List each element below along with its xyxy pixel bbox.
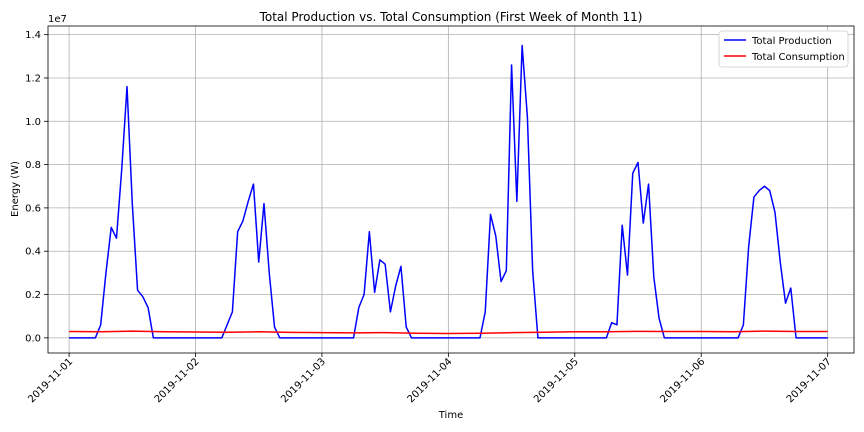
y-axis: 0.0 0.2 0.4 0.6 0.8 1.0 1.2 1.4: [25, 30, 48, 344]
y-tick-label: 1.4: [25, 30, 41, 41]
chart-title: Total Production vs. Total Consumption (…: [259, 10, 643, 24]
series-layer: [69, 44, 828, 339]
y-tick-label: 0.6: [25, 203, 41, 214]
y-axis-label: Energy (W): [10, 161, 21, 217]
legend-box: [718, 30, 849, 68]
legend-label-production: Total Production: [751, 36, 832, 47]
y-tick-label: 1.2: [25, 73, 41, 84]
y-tick-label: 1.0: [25, 117, 41, 128]
legend: Total Production Total Consumption: [718, 30, 849, 68]
y-scale-label: 1e7: [48, 14, 67, 25]
series-line-total-production: [69, 44, 828, 339]
y-tick-label: 0.0: [25, 333, 41, 344]
legend-label-consumption: Total Consumption: [751, 52, 845, 63]
plot-frame: [47, 25, 855, 354]
y-tick-label: 0.4: [25, 247, 41, 258]
series-line-total-consumption: [69, 330, 828, 335]
y-tick-label: 0.2: [25, 290, 41, 301]
y-tick-label: 0.8: [25, 160, 41, 171]
x-axis-label: Time: [438, 410, 463, 421]
